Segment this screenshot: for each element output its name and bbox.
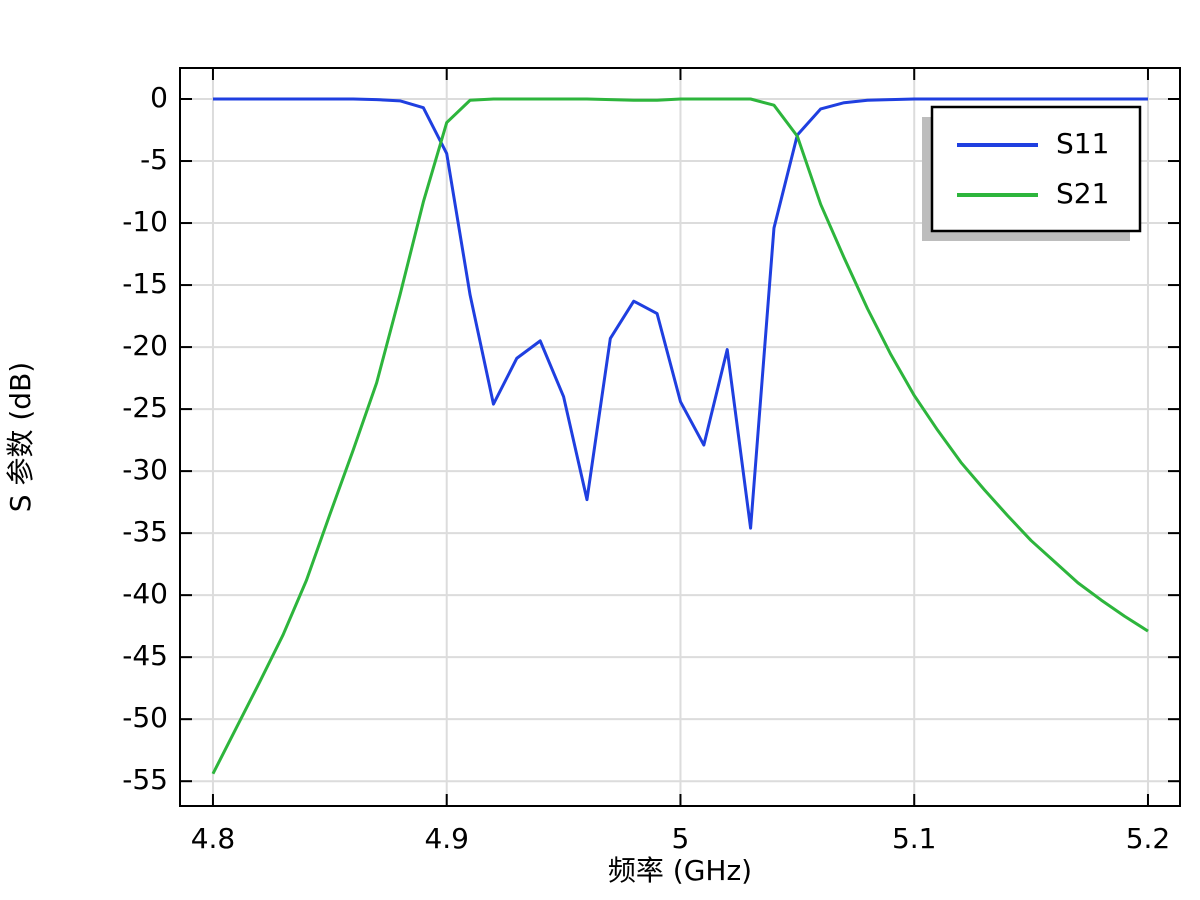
y-tick-label: -55 xyxy=(122,763,168,796)
legend-label: S11 xyxy=(1056,127,1109,160)
y-tick-label: -45 xyxy=(122,639,168,672)
y-tick-label: -15 xyxy=(122,267,168,300)
y-tick-label: -50 xyxy=(122,701,168,734)
legend-box xyxy=(930,105,1142,233)
y-tick-label: -10 xyxy=(122,205,168,238)
x-tick-label: 5.1 xyxy=(892,822,937,855)
y-tick-label: -20 xyxy=(122,329,168,362)
y-tick-label: -25 xyxy=(122,391,168,424)
y-tick-label: -5 xyxy=(140,143,168,176)
x-tick-label: 4.8 xyxy=(191,822,236,855)
y-tick-label: -40 xyxy=(122,577,168,610)
y-axis-label: S 参数 (dB) xyxy=(4,362,37,512)
y-tick-label: 0 xyxy=(150,81,168,114)
plot-frame xyxy=(179,67,1181,807)
y-tick-label: -35 xyxy=(122,515,168,548)
y-tick-label: -30 xyxy=(122,453,168,486)
x-tick-label: 4.9 xyxy=(424,822,469,855)
series-line xyxy=(211,97,1149,775)
x-tick-label: 5 xyxy=(672,822,690,855)
x-tick-label: 5.2 xyxy=(1126,822,1171,855)
series-line xyxy=(212,97,1148,530)
x-axis-label: 频率 (GHz) xyxy=(608,854,752,887)
legend-label: S21 xyxy=(1056,177,1109,210)
